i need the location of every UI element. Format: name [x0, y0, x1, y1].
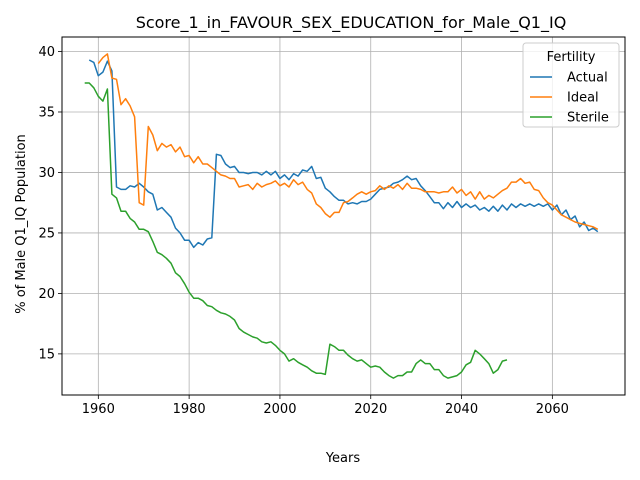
y-tick-label: 15	[38, 347, 55, 362]
x-axis-ticks: 1960 1980 2000 2020 2040 2060	[82, 395, 569, 417]
y-tick-label: 30	[38, 166, 55, 181]
x-tick-label: 2020	[354, 402, 387, 417]
x-axis-label: Years	[325, 451, 361, 466]
x-tick-label: 2040	[445, 402, 478, 417]
y-axis-ticks: 15 20 25 30 35 40	[38, 45, 62, 362]
legend-label-actual: Actual	[567, 71, 608, 86]
x-tick-label: 1980	[173, 402, 206, 417]
y-tick-label: 35	[38, 105, 55, 120]
legend-label-ideal: Ideal	[567, 91, 599, 106]
legend-label-sterile: Sterile	[567, 111, 609, 126]
x-tick-label: 2000	[263, 402, 296, 417]
legend: Fertility Actual Ideal Sterile	[522, 42, 620, 128]
y-axis-label: % of Male Q1_IQ Population	[14, 134, 29, 314]
x-tick-label: 2060	[536, 402, 569, 417]
series-line-actual	[88, 59, 599, 249]
y-tick-label: 40	[38, 45, 55, 60]
plot-frame	[61, 36, 626, 396]
x-tick-label: 1960	[82, 402, 115, 417]
series-line-sterile	[84, 82, 508, 379]
series-lines	[84, 53, 599, 379]
y-tick-label: 25	[38, 226, 55, 241]
legend-title: Fertility	[547, 50, 596, 65]
chart-title: Score_1_in_FAVOUR_SEX_EDUCATION_for_Male…	[136, 13, 567, 33]
series-line-ideal	[97, 53, 599, 230]
y-tick-label: 20	[38, 287, 55, 302]
legend-box	[522, 42, 620, 128]
